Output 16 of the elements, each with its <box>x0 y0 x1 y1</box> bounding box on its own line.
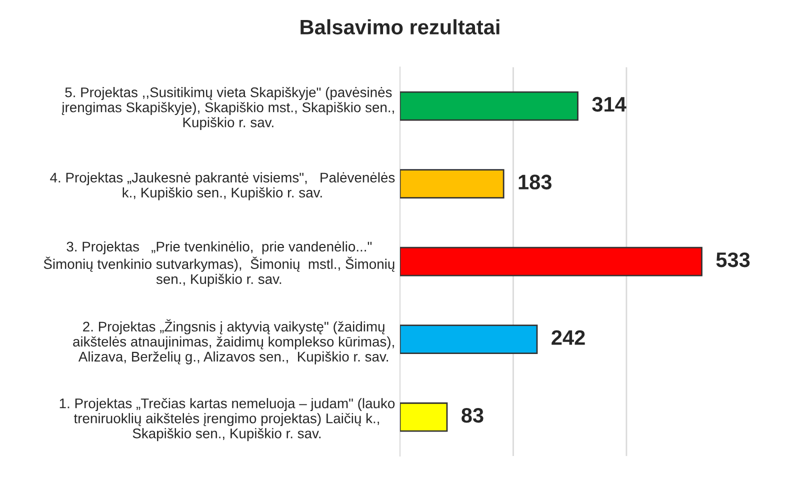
y-tick-label: 5. Projektas ,,Susitikimų vieta Skapiškyje" (pavėsinės įrengimas Skapiškyje), Skapiškio mst., Skapiškio sen., Kupiškio r. sav. <box>62 87 394 130</box>
chart-title: Balsavimo rezultatai <box>300 19 500 35</box>
y-tick-label: 3. Projektas „Prie tvenkinėlio, prie vandenėlio..." Šimonių tvenkinio sutvarkymas), Šimonių mstl., Šimonių sen., Kupiškio r. sav. <box>44 241 394 287</box>
bar <box>400 246 702 276</box>
bar <box>400 324 538 354</box>
y-tick-label: 4. Projektas „Jaukesnė pakrantė visiems", Palėvenėlės k., Kupiškio sen., Kupiškio r. sav. <box>50 172 395 200</box>
data-label: 314 <box>592 96 626 112</box>
data-label: 183 <box>518 174 552 190</box>
y-tick-label: 2. Projektas „Žingsnis į aktyvią vaikystę" (žaidimų aikštelės atnaujinimas, žaidimų komplekso kūrimas), Alizava, Berželių g., Alizavos sen., Kupiškio r. sav. <box>73 319 394 364</box>
data-label: 83 <box>462 408 484 423</box>
data-label: 242 <box>552 330 585 345</box>
data-label: 533 <box>716 252 750 268</box>
bar <box>400 169 504 199</box>
bar <box>400 402 448 432</box>
bar <box>400 91 578 121</box>
y-tick-label: 1. Projektas „Trečias kartas nemeluoja – judam" (lauko treniruoklių aikštelės įrengimo projektas) Laičių k., Skapiškio sen., Kupiškio r. sav. <box>60 398 395 442</box>
